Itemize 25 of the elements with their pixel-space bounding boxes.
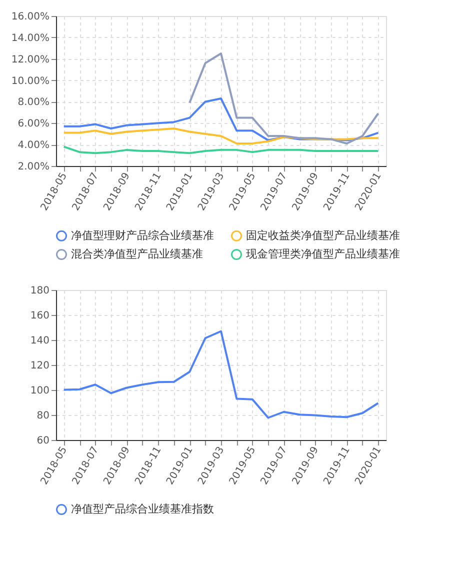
- y-tick-label: 4.00%: [18, 140, 50, 152]
- y-tick-label: 180: [30, 286, 50, 296]
- line-series: [62, 128, 380, 144]
- y-tick-label: 10.00%: [11, 76, 50, 87]
- y-tick-label: 16.00%: [11, 12, 50, 22]
- y-tick-label: 60: [36, 436, 50, 446]
- y-tick-label: 2.00%: [18, 162, 50, 172]
- y-tick-label: 160: [30, 310, 50, 322]
- line-series: [62, 330, 380, 419]
- y-tick-label: 12.00%: [11, 54, 50, 66]
- legend-label: 净值型产品综合业绩基准指数: [71, 502, 214, 516]
- line-series: [188, 52, 380, 144]
- y-tick-label: 8.00%: [18, 97, 50, 108]
- y-tick-label: 120: [30, 360, 50, 372]
- legend-label: 固定收益类净值型产品业绩基准: [246, 228, 400, 242]
- y-tick-label: 80: [36, 410, 50, 422]
- legend-label: 净值型理财产品综合业绩基准: [71, 228, 214, 242]
- y-tick-label: 14.00%: [11, 32, 50, 44]
- y-tick-label: 100: [30, 386, 50, 396]
- legend-label: 混合类净值型产品业绩基准: [71, 248, 203, 260]
- line-series: [62, 146, 380, 154]
- y-tick-label: 6.00%: [18, 118, 50, 130]
- legend-label: 现金管理类净值型产品业绩基准: [246, 248, 400, 260]
- line-series: [62, 98, 380, 142]
- y-tick-label: 140: [30, 336, 50, 346]
